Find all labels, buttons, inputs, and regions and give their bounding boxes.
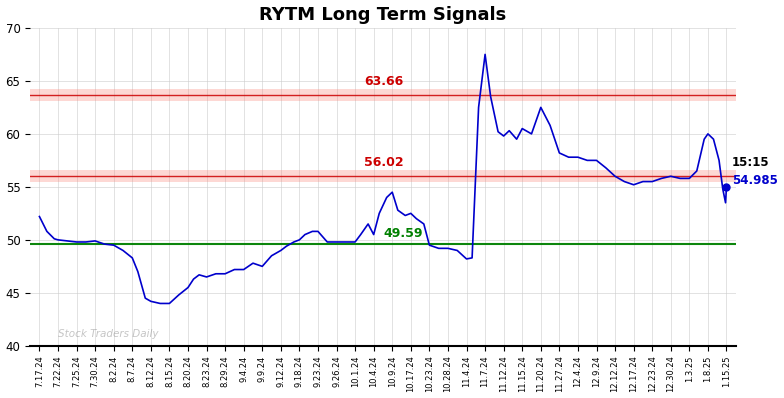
Title: RYTM Long Term Signals: RYTM Long Term Signals [260,6,506,23]
Text: 54.985: 54.985 [732,174,778,187]
Text: 56.02: 56.02 [365,156,404,169]
Bar [30,89,735,101]
Text: 49.59: 49.59 [383,227,423,240]
Text: 63.66: 63.66 [365,75,404,88]
Text: Stock Traders Daily: Stock Traders Daily [58,330,158,339]
Bar [30,170,735,182]
Text: 15:15: 15:15 [732,156,770,169]
